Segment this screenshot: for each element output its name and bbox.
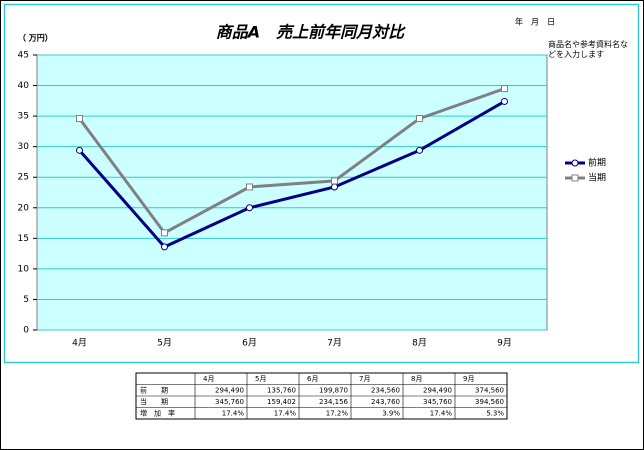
legend-marker [571, 174, 579, 182]
table-cell: 199,870 [319, 386, 348, 394]
table-cell: 243,760 [371, 398, 400, 406]
point [416, 115, 423, 123]
chart-title: 商品A 売上前年同月対比 [216, 23, 406, 42]
table-cell: 17.2% [326, 409, 349, 417]
legend-label: 当期 [588, 172, 606, 184]
point [161, 229, 168, 237]
y-tick-label: 35 [18, 112, 29, 122]
point [161, 243, 168, 251]
table-cell: 159,402 [267, 398, 296, 406]
y-tick-label: 10 [18, 264, 30, 274]
table-row-label: 増 加 率 [140, 408, 175, 417]
table-cell: 3.9% [382, 409, 400, 417]
x-tick-label: 4月 [72, 338, 87, 349]
x-tick-label: 5月 [157, 338, 172, 349]
point [501, 85, 508, 93]
y-tick-label: 25 [18, 173, 29, 183]
x-tick-label: 7月 [327, 338, 342, 349]
table-cell: 17.4% [274, 409, 297, 417]
y-tick-label: 40 [18, 81, 30, 91]
x-tick-label: 8月 [412, 338, 427, 349]
table-header: 9月 [463, 375, 474, 383]
point [416, 146, 423, 154]
unit-label: （ 万円） [18, 33, 53, 43]
x-tick-label: 9月 [497, 338, 512, 349]
table-cell: 345,760 [215, 398, 244, 406]
table-row-label: 当 期 [140, 397, 168, 406]
point [331, 177, 338, 185]
table-header: 8月 [411, 375, 422, 383]
table-cell: 374,560 [475, 386, 504, 394]
table-header: 5月 [255, 375, 266, 383]
table-cell: 294,490 [423, 386, 452, 394]
note: 商品名や参考資料名などを入力します [548, 40, 628, 59]
y-tick-label: 0 [23, 326, 29, 336]
table-cell: 345,760 [423, 398, 452, 406]
point [246, 204, 253, 212]
date-label: 年 月 日 [515, 17, 555, 27]
point [501, 97, 508, 105]
table-header: 6月 [307, 375, 318, 383]
point [331, 183, 338, 191]
x-tick-label: 6月 [242, 338, 257, 349]
table-cell: 234,560 [371, 386, 400, 394]
y-tick-label: 30 [18, 142, 30, 152]
y-tick-label: 20 [18, 203, 30, 213]
note-box: 商品名や参考資料名などを入力します [548, 40, 628, 59]
series-line [78, 87, 505, 235]
table-row-label: 前 期 [140, 385, 168, 394]
table-cell: 17.4% [430, 409, 453, 417]
table-header: 7月 [359, 375, 370, 383]
table-cell: 394,560 [475, 398, 504, 406]
y-tick-label: 5 [23, 295, 29, 305]
point [76, 146, 83, 154]
plot-area [36, 54, 548, 331]
table-cell: 234,156 [319, 398, 348, 406]
point [76, 115, 83, 123]
legend-label: 前期 [588, 157, 606, 169]
point [246, 183, 253, 191]
y-tick-label: 15 [18, 234, 29, 244]
table-cell: 294,490 [215, 386, 244, 394]
legend-marker [571, 159, 579, 167]
table-cell: 5.3% [486, 409, 504, 417]
table-header: 4月 [203, 375, 214, 383]
y-tick-label: 45 [18, 51, 29, 61]
table-cell: 135,760 [267, 386, 296, 394]
table-cell: 17.4% [222, 409, 245, 417]
series-line [78, 100, 506, 249]
